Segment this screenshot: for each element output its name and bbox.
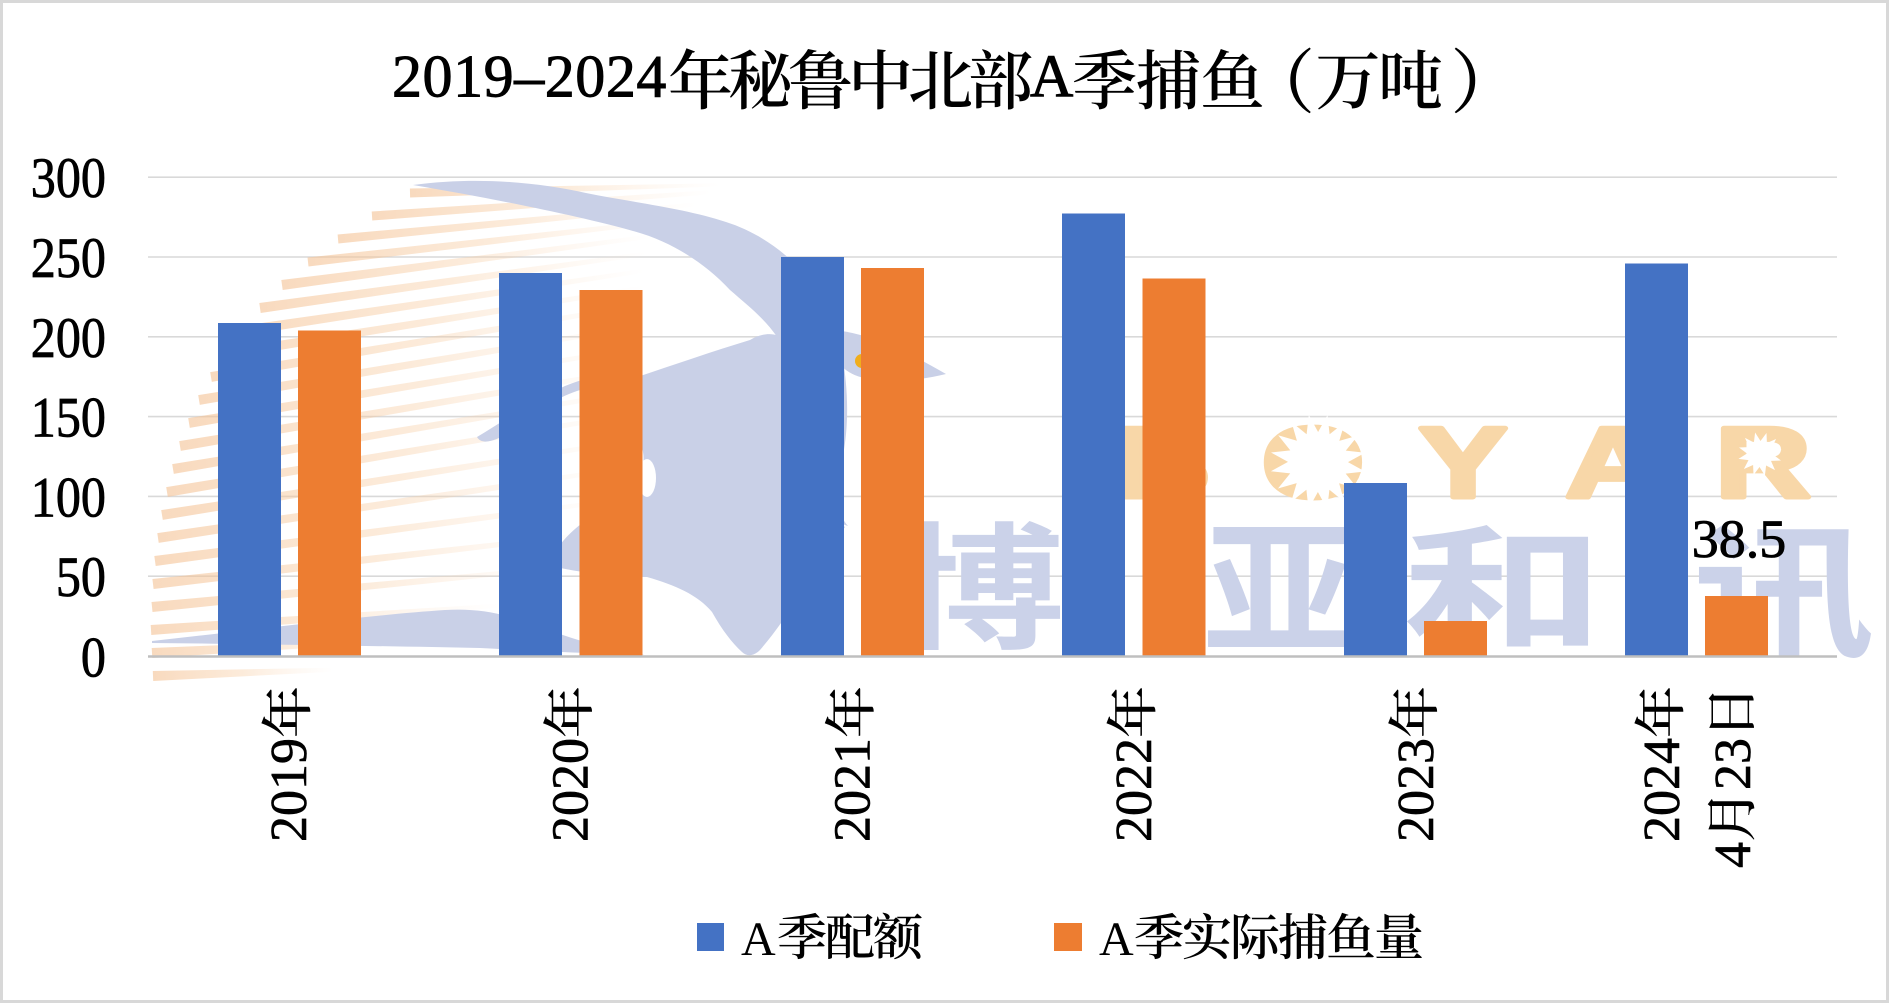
svg-text:23: 23 — [1705, 738, 1762, 790]
svg-text:250: 250 — [31, 226, 106, 290]
svg-text:A: A — [741, 913, 776, 966]
svg-text:Y: Y — [1419, 406, 1507, 518]
svg-text:2020: 2020 — [543, 738, 600, 842]
svg-text:2023: 2023 — [1388, 738, 1445, 842]
svg-text:200: 200 — [31, 306, 106, 370]
svg-text:150: 150 — [31, 386, 106, 450]
svg-text:2019–2024: 2019–2024 — [392, 44, 667, 110]
svg-text:2021: 2021 — [824, 738, 881, 842]
svg-text:300: 300 — [31, 146, 106, 210]
svg-text:100: 100 — [31, 465, 106, 529]
svg-text:A: A — [1030, 44, 1073, 110]
svg-text:38.5: 38.5 — [1692, 509, 1787, 569]
svg-text:A: A — [1099, 913, 1134, 966]
svg-text:2024: 2024 — [1634, 738, 1691, 842]
svg-text:2019: 2019 — [261, 738, 318, 842]
svg-text:50: 50 — [56, 545, 106, 609]
svg-text:2022: 2022 — [1106, 738, 1163, 842]
svg-text:4: 4 — [1705, 842, 1762, 868]
svg-text:0: 0 — [81, 626, 106, 690]
